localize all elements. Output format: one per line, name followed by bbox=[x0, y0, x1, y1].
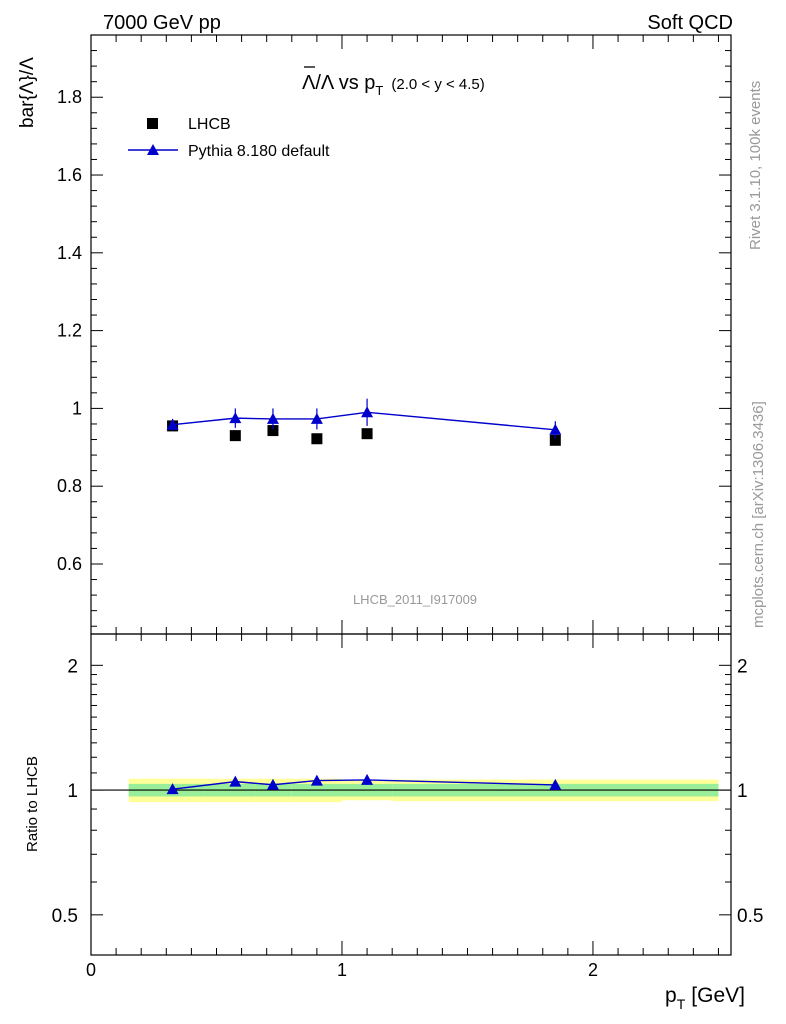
main-y-tick-label: 1.6 bbox=[57, 165, 82, 185]
ratio-y-tick-label-right: 2 bbox=[737, 656, 748, 677]
legend-marker-lhcb bbox=[147, 118, 158, 129]
x-axis-label-unit: [GeV] bbox=[691, 984, 745, 1007]
data-point-pythia-8-180-default bbox=[229, 412, 242, 424]
source-reference-label: mcplots.cern.ch [arXiv:1306.3436] bbox=[750, 401, 767, 628]
chart-title-text: Λ/Λ vs pT (2.0 < y < 4.5) bbox=[302, 72, 485, 98]
axis-ticks: 0 1 2 0.6 0.8 1 1.2 1.4 1.6 1.8 0.5 0.5 1 1 2 2 bbox=[52, 34, 763, 980]
ratio-y-tick-label-right: 0.5 bbox=[737, 906, 763, 927]
ratio-point-pythia-8-180-default bbox=[229, 775, 242, 787]
ratio-uncertainty-bands bbox=[91, 778, 731, 803]
data-point-pythia-8-180-default bbox=[266, 412, 279, 424]
main-y-tick-label: 0.8 bbox=[57, 476, 82, 496]
x-axis-label-subscript: T bbox=[677, 996, 686, 1012]
header-right-label: Soft QCD bbox=[647, 12, 733, 34]
title-observable: Λ/Λ vs p bbox=[302, 72, 375, 94]
ratio-y-axis-label: Ratio to LHCB bbox=[24, 756, 41, 852]
main-y-tick-label: 1.2 bbox=[57, 321, 82, 341]
main-y-axis-label: bar{Λ}/Λ bbox=[17, 57, 38, 128]
data-point-pythia-8-180-default bbox=[310, 412, 323, 424]
legend: LHCB Pythia 8.180 default bbox=[128, 116, 330, 160]
chart-title: Λ/Λ vs pT (2.0 < y < 4.5) bbox=[302, 66, 485, 98]
ratio-y-tick-label: 1 bbox=[67, 781, 78, 802]
data-point-lhcb bbox=[267, 425, 279, 437]
x-tick-label: 1 bbox=[337, 960, 347, 980]
analysis-watermark: LHCB_2011_I917009 bbox=[353, 592, 477, 607]
rivet-version-label: Rivet 3.1.10, 100k events bbox=[747, 81, 764, 250]
legend-label-pythia: Pythia 8.180 default bbox=[188, 143, 330, 160]
legend-marker-pythia bbox=[147, 144, 159, 155]
main-plot-frame bbox=[90, 34, 732, 635]
title-subscript: T bbox=[375, 83, 383, 98]
ratio-point-pythia-8-180-default bbox=[549, 778, 562, 790]
data-point-pythia-8-180-default bbox=[361, 406, 374, 418]
x-tick-label: 2 bbox=[588, 960, 598, 980]
ratio-point-pythia-8-180-default bbox=[310, 774, 323, 786]
ratio-plot-frame bbox=[90, 633, 732, 956]
ratio-line-pythia-8-180-default bbox=[172, 779, 556, 790]
data-point-pythia-8-180-default bbox=[166, 418, 179, 430]
x-tick-label: 0 bbox=[86, 960, 96, 980]
data-point-lhcb bbox=[229, 430, 241, 442]
ratio-y-tick-label: 2 bbox=[67, 656, 78, 677]
main-y-tick-label: 1.4 bbox=[57, 243, 82, 263]
data-point-lhcb bbox=[361, 428, 373, 440]
header-left-label: 7000 GeV pp bbox=[103, 12, 221, 34]
ratio-point-pythia-8-180-default bbox=[266, 778, 279, 790]
main-y-tick-label: 0.6 bbox=[57, 554, 82, 574]
ratio-y-tick-label-right: 1 bbox=[737, 781, 748, 802]
main-y-tick-label: 1 bbox=[72, 398, 82, 418]
data-point-lhcb bbox=[549, 434, 561, 446]
legend-label-lhcb: LHCB bbox=[188, 116, 231, 133]
series-line-pythia-8-180-default bbox=[172, 411, 556, 431]
title-range: (2.0 < y < 4.5) bbox=[391, 76, 484, 93]
x-axis-label-main: p bbox=[665, 984, 677, 1007]
data-series bbox=[166, 398, 562, 795]
ratio-y-tick-label: 0.5 bbox=[52, 906, 78, 927]
data-point-lhcb bbox=[311, 433, 323, 445]
main-y-tick-label: 1.8 bbox=[57, 87, 82, 107]
ratio-point-pythia-8-180-default bbox=[166, 783, 179, 795]
data-point-pythia-8-180-default bbox=[549, 423, 562, 435]
ratio-point-pythia-8-180-default bbox=[361, 773, 374, 785]
x-axis-label: pT [GeV] bbox=[665, 984, 745, 1012]
